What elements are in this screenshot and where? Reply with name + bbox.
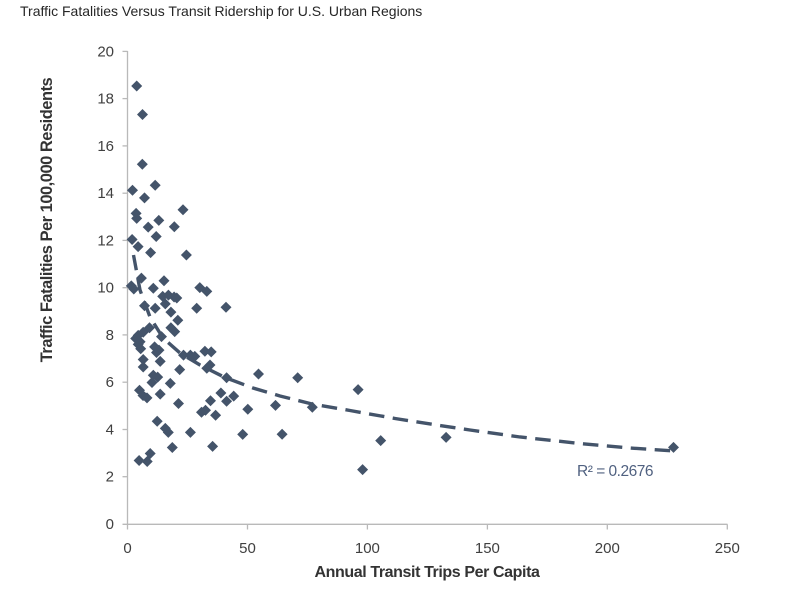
svg-text:R² = 0.2676: R² = 0.2676 [577, 463, 653, 480]
svg-text:10: 10 [97, 280, 114, 297]
svg-text:Traffic Fatalities Versus Tran: Traffic Fatalities Versus Transit Riders… [20, 3, 422, 19]
svg-text:6: 6 [106, 374, 114, 391]
svg-text:18: 18 [97, 91, 114, 108]
svg-text:50: 50 [239, 540, 256, 557]
svg-text:12: 12 [97, 232, 114, 249]
svg-text:150: 150 [475, 540, 500, 557]
svg-text:Annual Transit Trips Per Capit: Annual Transit Trips Per Capita [315, 564, 540, 581]
svg-text:100: 100 [355, 540, 380, 557]
svg-text:4: 4 [106, 422, 114, 439]
svg-text:14: 14 [97, 185, 114, 202]
svg-text:0: 0 [106, 516, 114, 533]
svg-text:200: 200 [595, 540, 620, 557]
svg-text:0: 0 [123, 540, 131, 557]
svg-text:250: 250 [715, 540, 740, 557]
svg-text:2: 2 [106, 469, 114, 486]
svg-text:20: 20 [97, 43, 114, 60]
svg-text:8: 8 [106, 327, 114, 344]
svg-text:Traffic Fatalities Per 100,000: Traffic Fatalities Per 100,000 Residents [38, 77, 56, 362]
svg-text:16: 16 [97, 138, 114, 155]
